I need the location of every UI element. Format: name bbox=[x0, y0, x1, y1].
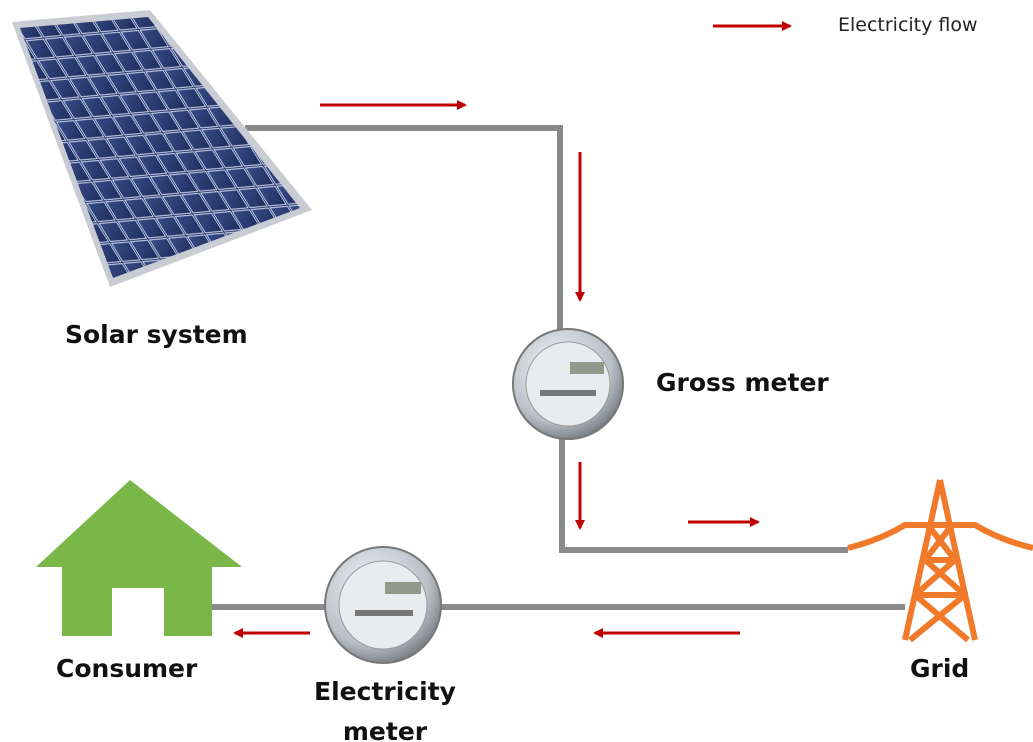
node-label: Gross meter bbox=[656, 368, 829, 397]
node-label: Solar system bbox=[65, 320, 248, 349]
node-label: Electricity meter bbox=[295, 672, 475, 742]
gross-meter bbox=[513, 329, 623, 439]
legend-label: Electricity flow bbox=[838, 14, 978, 36]
grid-tower bbox=[848, 480, 1033, 640]
electricity-meter bbox=[325, 547, 441, 663]
flow-arrows bbox=[235, 26, 790, 633]
solar-panel bbox=[12, 10, 312, 287]
house-icon bbox=[36, 480, 242, 636]
node-label: Consumer bbox=[56, 654, 197, 683]
diagram: Electricity flow Solar system Gross mete… bbox=[0, 0, 1033, 742]
node-label: Grid bbox=[910, 654, 969, 683]
diagram-canvas bbox=[0, 0, 1033, 742]
